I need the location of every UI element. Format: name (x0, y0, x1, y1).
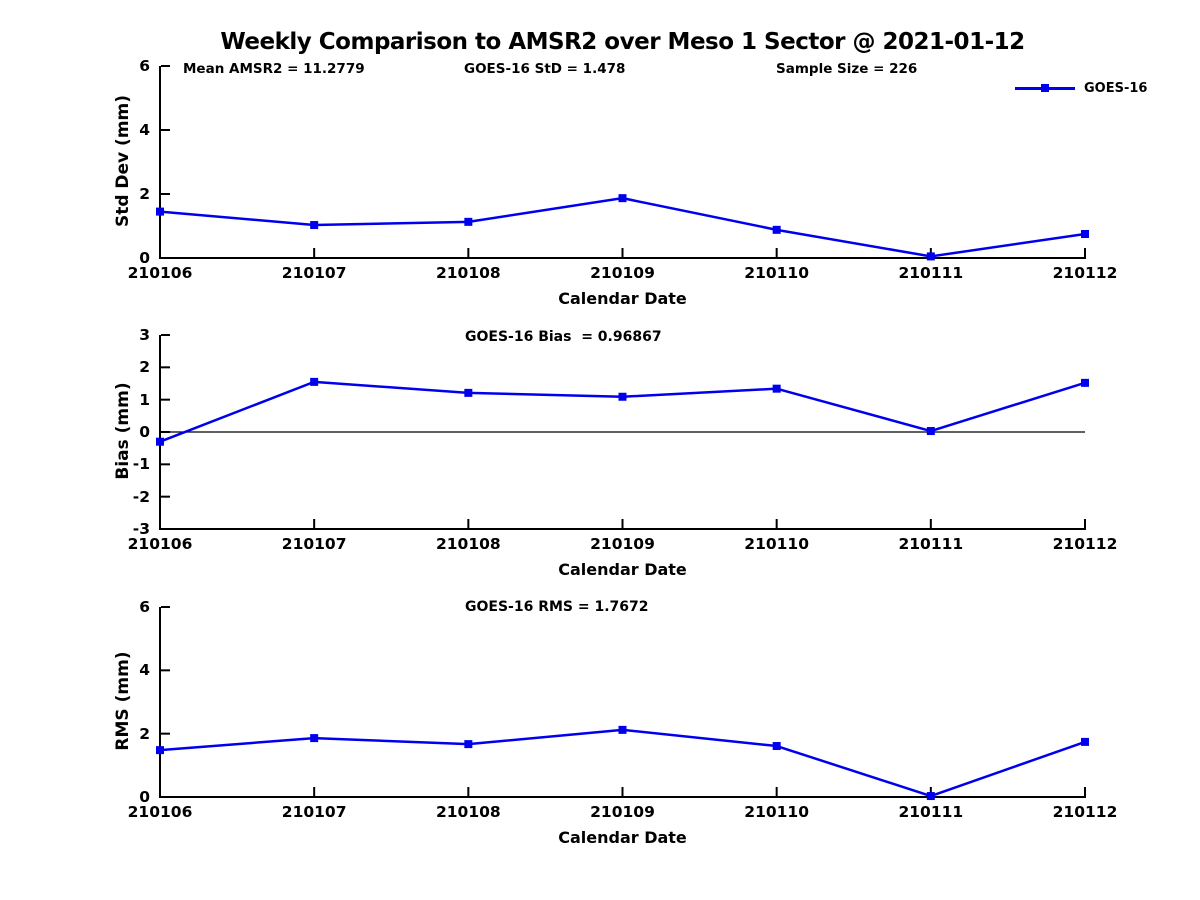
bias-x-axis-label: Calendar Date (558, 560, 687, 579)
std-dev-data-marker (772, 225, 781, 234)
rms-x-tick-label: 210107 (281, 803, 347, 821)
bias-data-marker (772, 384, 781, 393)
rms-data-marker (156, 746, 164, 755)
bias-x-tick-label: 210112 (1052, 535, 1118, 553)
std-dev-x-tick-label: 210107 (281, 264, 347, 282)
rms-x-tick-label: 210108 (435, 803, 501, 821)
bias-data-marker (1081, 378, 1089, 387)
bias-data-marker (926, 427, 935, 436)
legend-line-icon (1015, 84, 1075, 92)
std-dev-x-tick-label: 210112 (1052, 264, 1118, 282)
rms-x-tick-label: 210112 (1052, 803, 1118, 821)
bias-data-marker (156, 437, 164, 446)
annotation-mean-amsr2: Mean AMSR2 = 11.2779 (183, 61, 365, 77)
std-dev-y-tick-label: 4 (139, 121, 150, 139)
subplot-bias-title: GOES-16 Bias = 0.96867 (465, 329, 662, 345)
bias-x-tick-label: 210107 (281, 535, 347, 553)
bias-y-tick-label: -3 (132, 520, 150, 538)
rms-x-axis-label: Calendar Date (558, 828, 687, 847)
bias-data-marker (310, 377, 319, 386)
bias-data-line (159, 380, 1086, 443)
stddev-x-axis-label: Calendar Date (558, 289, 687, 308)
rms-data-marker (772, 742, 781, 751)
rms-data-marker (926, 792, 935, 801)
bias-x-tick-label: 210106 (127, 535, 193, 553)
annotation-goes16-std: GOES-16 StD = 1.478 (464, 61, 626, 77)
bias-y-tick-label: -1 (132, 455, 150, 474)
std-dev-y-tick-label: 6 (139, 57, 150, 75)
rms-data-marker (618, 725, 627, 734)
std-dev-y-tick-label: 0 (139, 249, 150, 267)
std-dev-data-marker (310, 221, 319, 230)
bias-x-tick-label: 210109 (590, 535, 655, 553)
bias-y-tick-label: 1 (139, 390, 150, 409)
rms-y-tick-label: 0 (139, 788, 150, 806)
rms-data-line (159, 728, 1086, 798)
bias-y-tick-label: 3 (139, 326, 150, 344)
subplot-rms-title: GOES-16 RMS = 1.7672 (465, 599, 649, 615)
std-dev-x-tick-label: 210108 (435, 264, 501, 282)
bias-x-tick-label: 210108 (435, 535, 501, 553)
std-dev-data-marker (156, 207, 164, 216)
std-dev-y-tick-label: 2 (139, 185, 150, 203)
rms-y-axis-label: RMS (mm) (113, 651, 133, 751)
std-dev-data-marker (926, 252, 935, 261)
figure-title: Weekly Comparison to AMSR2 over Meso 1 S… (220, 29, 1025, 55)
bias-y-tick-label: 2 (139, 358, 150, 377)
legend: GOES-16 (1015, 81, 1147, 96)
std-dev-data-marker (1081, 230, 1089, 238)
annotation-sample-size: Sample Size = 226 (776, 61, 918, 77)
std-dev-x-tick-label: 210110 (744, 264, 810, 282)
rms-x-tick-label: 210109 (590, 803, 655, 821)
bias-x-tick-label: 210110 (744, 535, 810, 553)
std-dev-data-marker (464, 217, 473, 226)
rms-data-marker (464, 740, 473, 749)
legend-label: GOES-16 (1084, 81, 1148, 96)
std-dev-x-tick-label: 210109 (590, 264, 655, 282)
bias-y-tick-label: -2 (132, 487, 150, 506)
bias-data-marker (618, 392, 627, 401)
bias-y-tick-label: 0 (139, 423, 150, 441)
rms-data-marker (1081, 737, 1089, 746)
legend-marker-icon (1041, 84, 1049, 92)
rms-y-tick-label: 6 (139, 598, 150, 616)
rms-x-tick-label: 210106 (127, 803, 193, 821)
std-dev-x-tick-label: 210106 (127, 264, 193, 282)
rms-data-marker (310, 734, 319, 743)
bias-x-tick-label: 210111 (898, 535, 964, 553)
rms-x-tick-label: 210111 (898, 803, 964, 821)
std-dev-x-tick-label: 210111 (898, 264, 964, 282)
stddev-y-axis-label: Std Dev (mm) (113, 94, 133, 228)
rms-x-tick-label: 210110 (744, 803, 810, 821)
std-dev-data-marker (618, 194, 627, 203)
bias-data-marker (464, 388, 473, 397)
std-dev-data-line (159, 196, 1086, 258)
rms-y-tick-label: 2 (139, 724, 150, 743)
rms-y-tick-label: 4 (139, 661, 150, 680)
